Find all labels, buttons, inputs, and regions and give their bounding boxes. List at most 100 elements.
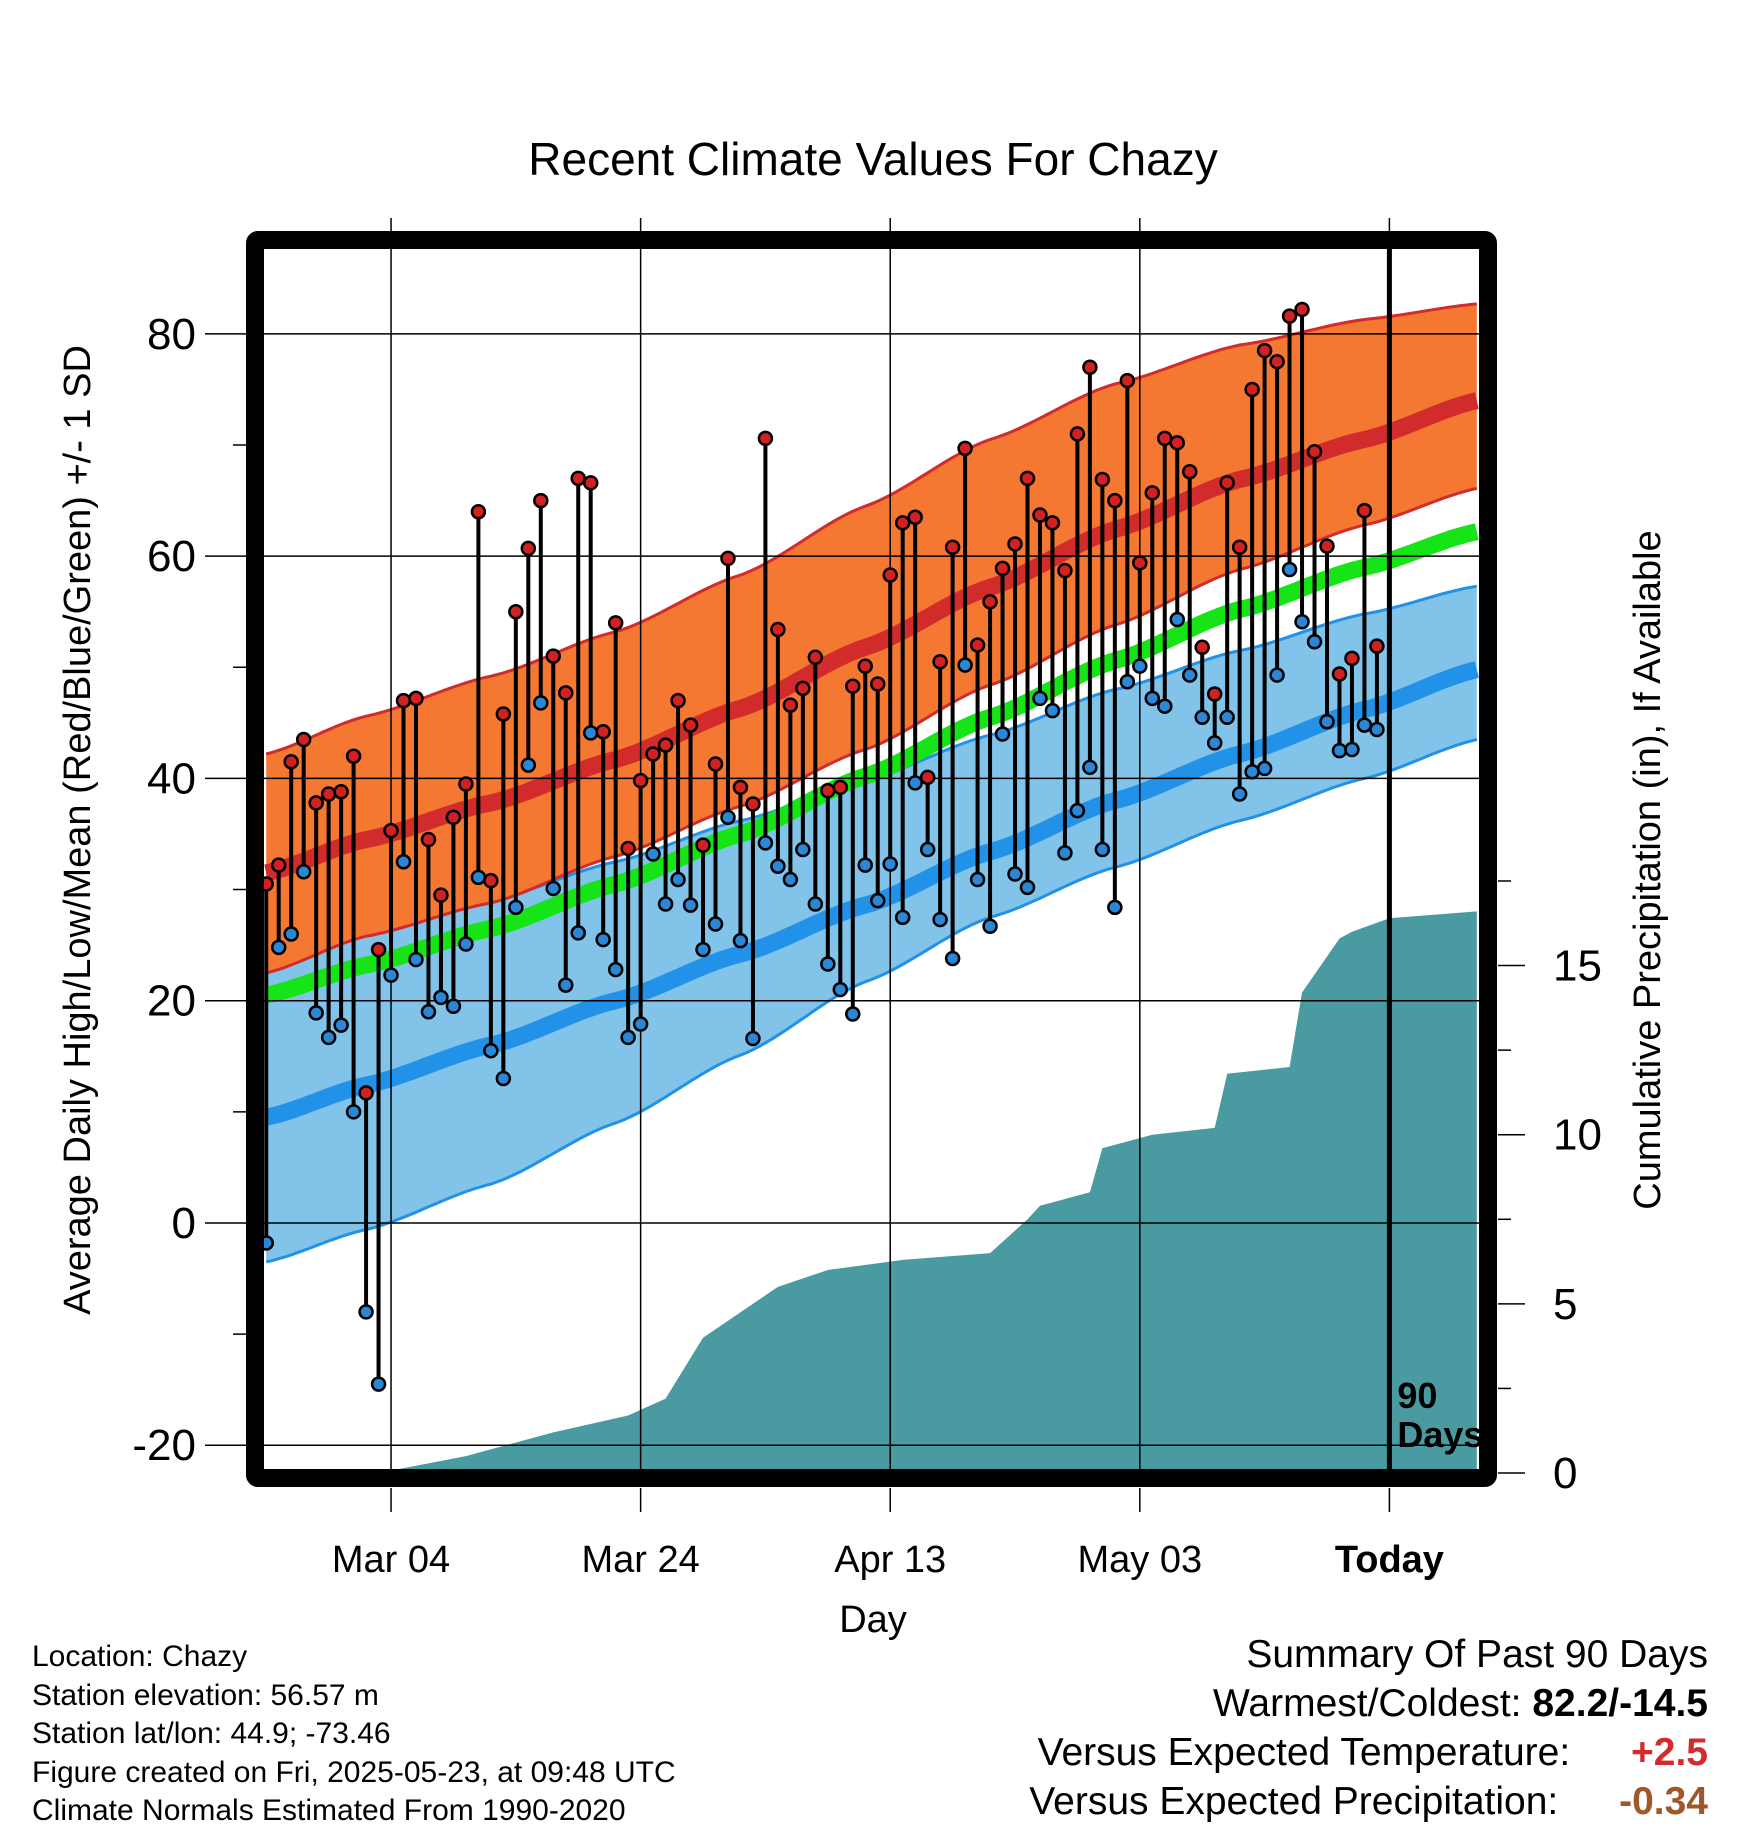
period-label: 90 — [1397, 1375, 1437, 1416]
low-point — [882, 856, 898, 872]
high-point — [1369, 638, 1385, 654]
high-point — [969, 637, 986, 653]
high-point — [1244, 381, 1260, 398]
low-point — [807, 896, 824, 912]
high-point — [857, 658, 874, 674]
high-point — [869, 676, 886, 692]
high-point — [1082, 359, 1098, 375]
low-point — [1094, 841, 1111, 858]
high-point — [670, 692, 686, 709]
high-point — [907, 509, 923, 526]
low-point — [1181, 667, 1198, 683]
temp-label: Versus Expected Temperature: — [1037, 1731, 1571, 1774]
chart-title: Recent Climate Values For Chazy — [528, 133, 1217, 185]
low-point — [582, 725, 599, 741]
low-point — [295, 864, 312, 880]
high-point — [707, 756, 724, 772]
low-point — [1294, 613, 1310, 630]
low-point — [1206, 735, 1223, 751]
low-point — [1319, 714, 1335, 730]
high-point — [770, 621, 786, 638]
low-point — [1144, 690, 1161, 707]
low-point — [907, 775, 923, 791]
low-point — [433, 989, 449, 1006]
low-point — [695, 941, 711, 958]
axes: -20 0 20 40 60 80 Mar 04 Mar 24 Apr 13 May 03 Toda… — [132, 310, 1602, 1581]
x-tick-label: Mar 04 — [332, 1539, 450, 1581]
high-point — [1157, 430, 1173, 447]
precip-row: Versus Expected Precipitation: -0.34 — [1029, 1777, 1708, 1826]
high-point — [1319, 538, 1335, 554]
y-tick-label: -20 — [132, 1421, 196, 1470]
high-point — [545, 648, 562, 664]
low-point — [1057, 845, 1073, 861]
x-tick-label: May 03 — [1077, 1539, 1202, 1581]
high-point — [745, 796, 761, 812]
high-point — [283, 754, 299, 770]
high-point — [333, 784, 349, 800]
high-point — [620, 840, 636, 857]
low-point — [969, 871, 986, 888]
low-point — [1269, 667, 1285, 683]
x-tick-label: Mar 24 — [581, 1539, 699, 1581]
low-point — [520, 757, 537, 773]
high-point — [757, 430, 774, 447]
low-point — [1219, 709, 1235, 726]
low-point — [570, 925, 586, 941]
high-normal-band-lower-edge — [265, 486, 1478, 975]
high-point — [632, 772, 649, 789]
high-point — [932, 653, 948, 670]
high-point — [345, 748, 362, 764]
low-point — [1107, 899, 1123, 916]
high-point — [1256, 342, 1273, 359]
high-point — [295, 731, 312, 748]
low-point — [657, 896, 674, 912]
low-point — [732, 932, 749, 949]
low-point — [1256, 760, 1273, 777]
high-point — [720, 550, 736, 567]
high-point — [982, 593, 998, 610]
normal-bands — [264, 302, 1479, 1264]
high-point — [1331, 666, 1348, 682]
low-point — [957, 657, 973, 673]
low-point — [370, 1376, 387, 1392]
high-point — [1019, 470, 1036, 487]
high-point — [1144, 485, 1161, 501]
x-tick-label: Today — [1335, 1539, 1444, 1581]
low-point — [670, 871, 686, 888]
low-point — [533, 695, 549, 711]
high-point — [458, 776, 474, 792]
low-point — [1344, 741, 1360, 758]
y-axis-label: Average Daily High/Low/Mean (Red/Blue/Gr… — [57, 345, 99, 1315]
low-point — [894, 909, 911, 926]
low-point — [470, 869, 487, 886]
low-point — [1231, 786, 1248, 802]
high-point — [695, 837, 711, 853]
high-point — [358, 1085, 374, 1101]
low-point — [595, 931, 611, 948]
warmest-coldest-row: Warmest/Coldest: 82.2/-14.5 — [1029, 1679, 1708, 1728]
high-point — [1356, 502, 1373, 519]
low-point — [1356, 717, 1373, 733]
low-point — [1044, 702, 1061, 719]
low-point — [932, 911, 948, 928]
low-point — [445, 998, 462, 1014]
high-point — [1344, 650, 1360, 667]
y-tick-label: 0 — [172, 1199, 196, 1248]
high-point — [782, 697, 799, 713]
low-normal-band — [266, 586, 1477, 1262]
low-point — [782, 871, 799, 888]
high-point — [994, 560, 1011, 577]
high-point — [370, 941, 387, 958]
low-point — [720, 809, 736, 826]
high-point — [832, 779, 849, 796]
precip-label: Versus Expected Precipitation: — [1029, 1780, 1559, 1823]
high-point — [1181, 463, 1198, 480]
high-point — [1269, 353, 1285, 370]
normal-high-line — [264, 392, 1479, 882]
high-point — [607, 615, 624, 631]
low-point — [495, 1070, 512, 1087]
observations — [258, 301, 1385, 1392]
high-point — [919, 769, 936, 786]
normal-mean-line — [264, 523, 1479, 1004]
